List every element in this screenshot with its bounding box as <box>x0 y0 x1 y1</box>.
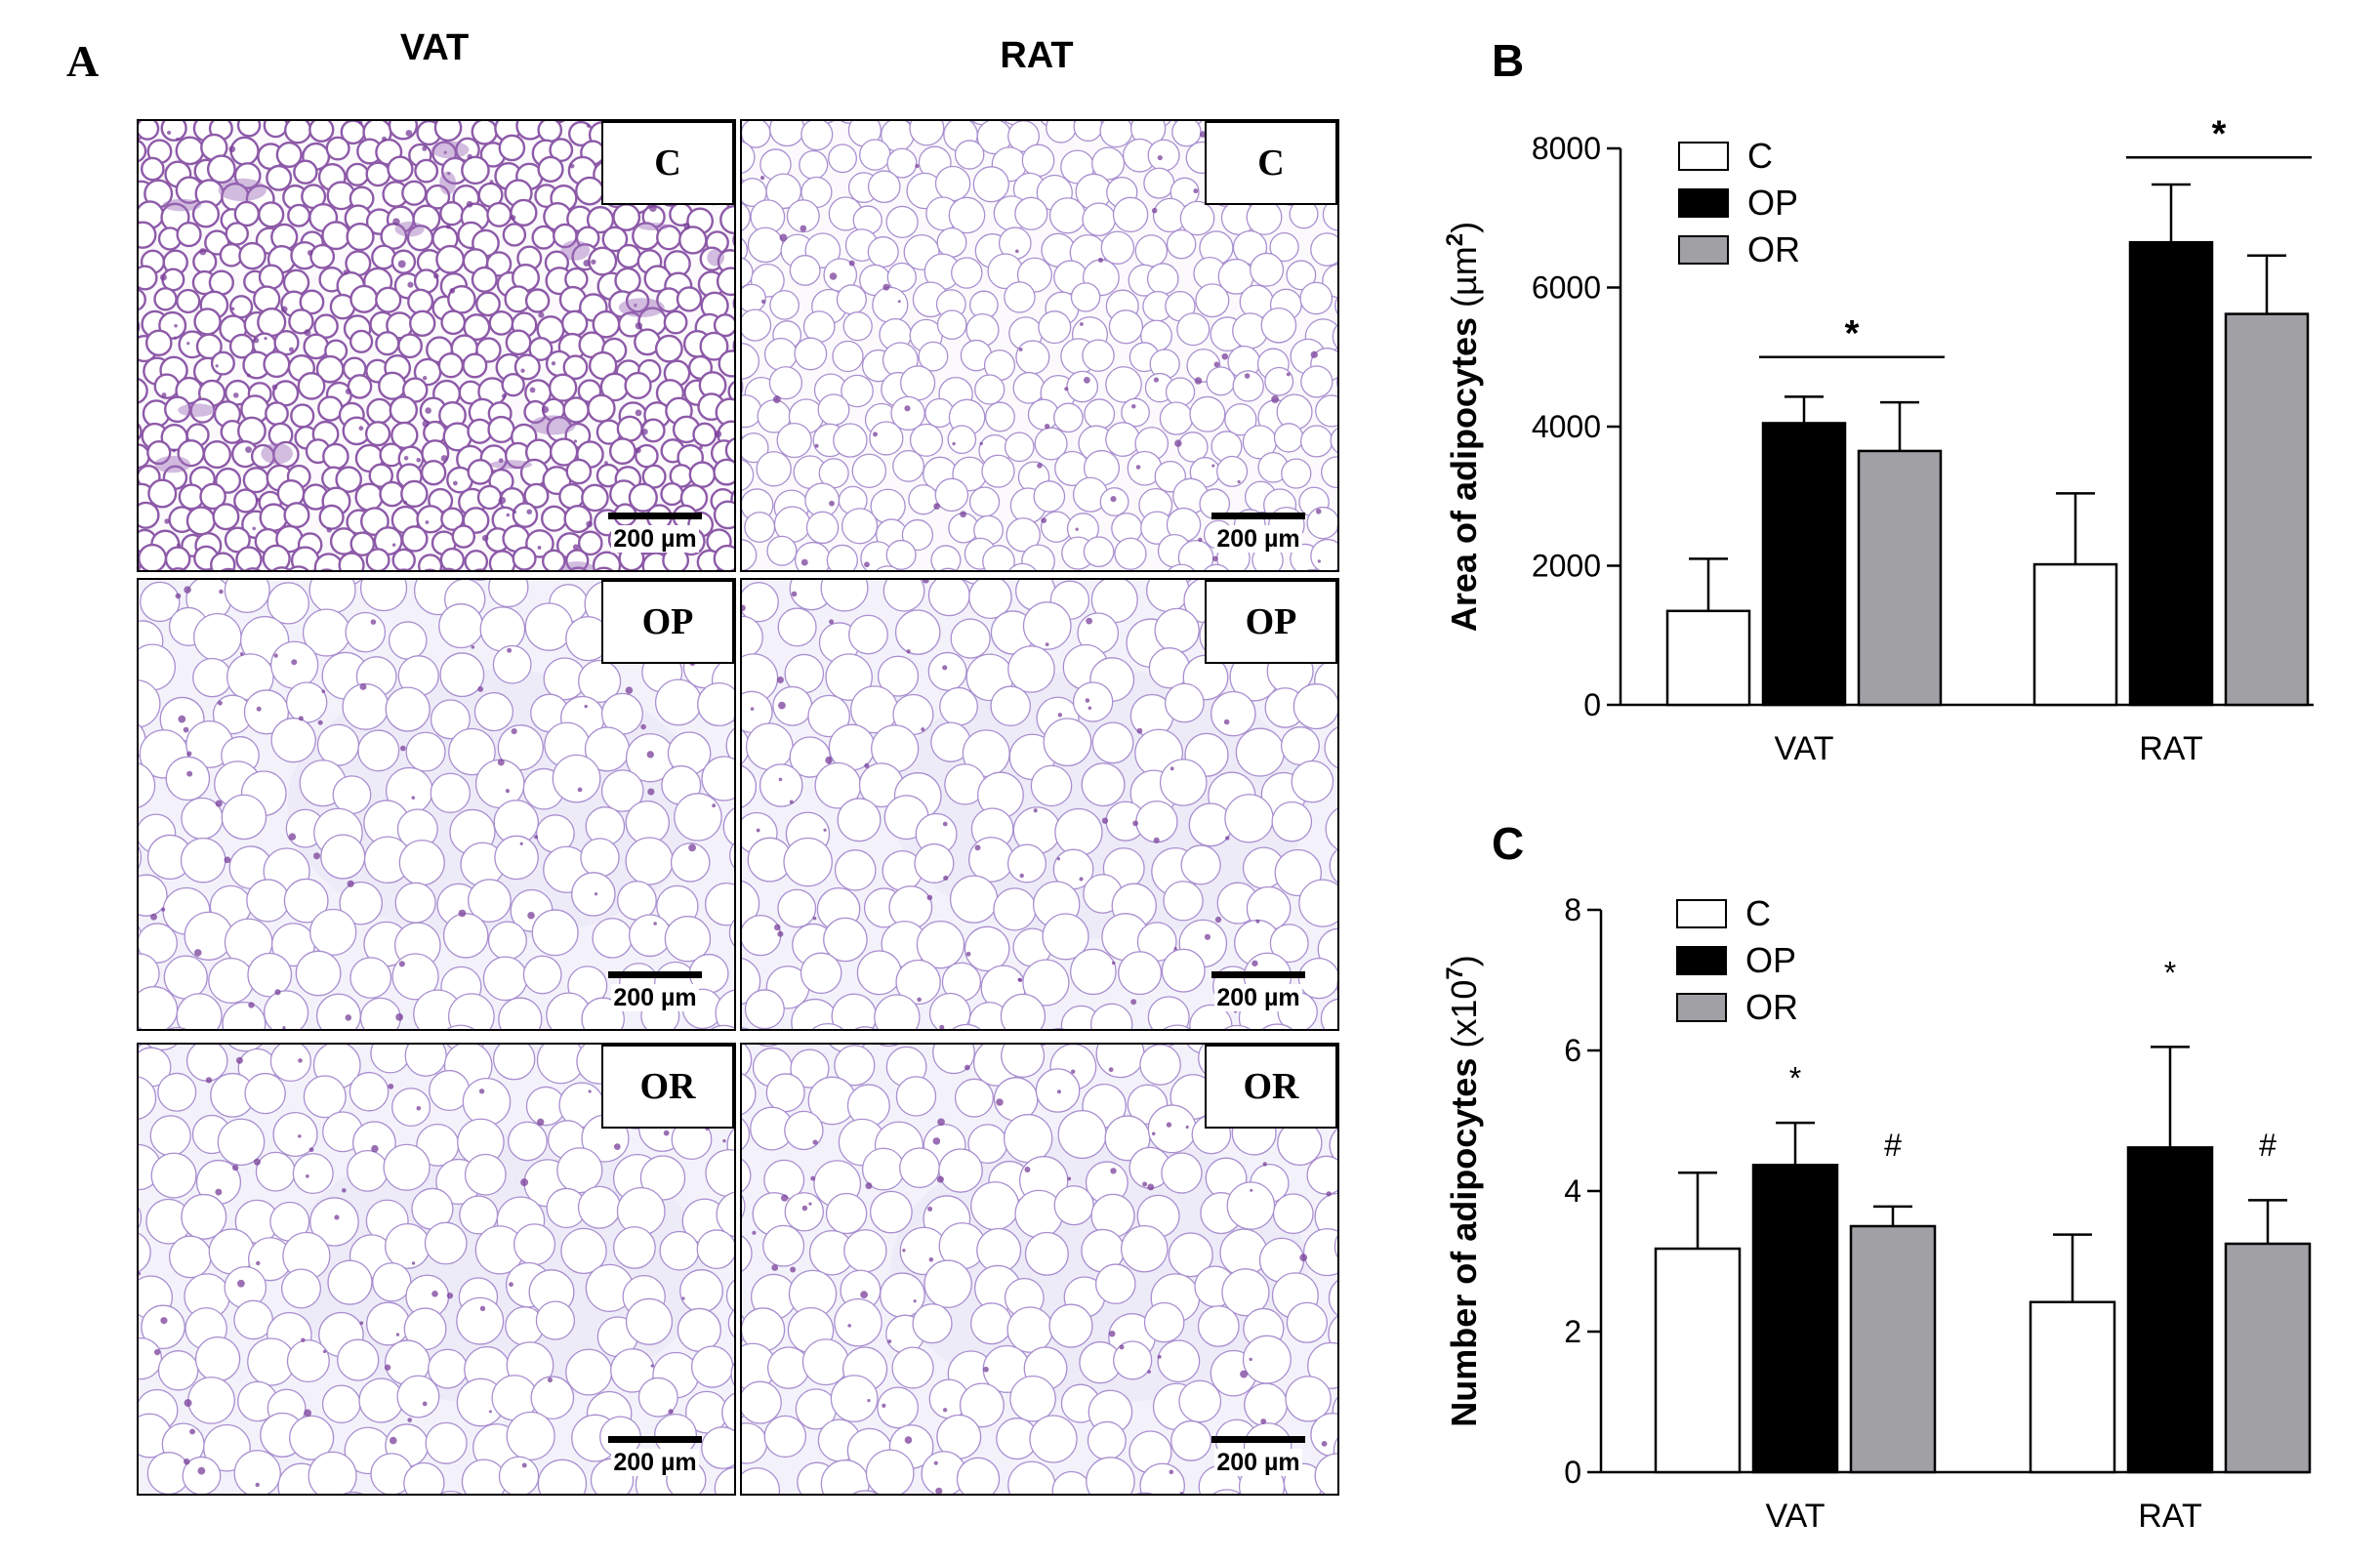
column-title-rat: RAT <box>1000 35 1074 76</box>
y-tick-label: 2000 <box>1532 549 1601 584</box>
chart-area-of-adipocytes: B Area of adipocytes (µm2) 0 2000 4000 6000 80… <box>1442 35 2314 767</box>
scale-bar: 200 µm <box>1207 971 1310 1011</box>
panel-a-letter: A <box>66 36 100 86</box>
scale-bar-label: 200 µm <box>1214 1449 1302 1476</box>
bar-vat-or <box>1849 1224 1937 1474</box>
micrograph-vat-or: OR 200 µm <box>137 1043 736 1496</box>
significance-marker: * <box>1789 1061 1801 1096</box>
scale-bar: 200 µm <box>603 513 707 553</box>
micrograph-rat-c: C 200 µm <box>740 119 1339 572</box>
legend-label-or: OR <box>1745 987 1798 1027</box>
micrograph-vat-c: C 200 µm <box>137 119 736 572</box>
significance-marker: * <box>1845 313 1860 354</box>
legend-swatch-op <box>1678 188 1729 218</box>
x-category-label: VAT <box>1774 730 1833 767</box>
scale-bar: 200 µm <box>1207 1436 1310 1476</box>
micrograph-group-label: C <box>1205 121 1337 205</box>
scale-bar-line <box>608 971 702 978</box>
bar-vat-c <box>1654 1247 1742 1474</box>
x-category-label: RAT <box>2139 730 2202 767</box>
bar-rat-op <box>2126 1146 2214 1474</box>
y-tick-label: 0 <box>1564 1455 1581 1490</box>
scale-bar-line <box>608 513 702 519</box>
scale-bar-label: 200 µm <box>611 525 699 553</box>
legend-label-c: C <box>1745 893 1771 933</box>
scale-bar: 200 µm <box>1207 513 1310 553</box>
bar-rat-or <box>2224 1242 2312 1474</box>
legend-label-op: OP <box>1747 183 1798 223</box>
x-category-label: VAT <box>1765 1498 1825 1535</box>
micrograph-vat-op: OP 200 µm <box>137 578 736 1031</box>
tissue-image <box>139 1045 734 1494</box>
significance-marker: * <box>2212 113 2227 154</box>
bar-rat-c <box>2029 1300 2116 1474</box>
scale-bar-line <box>1211 971 1305 978</box>
legend-swatch-or <box>1678 235 1729 265</box>
significance-marker: * <box>2164 956 2176 991</box>
panel-letter-c: C <box>1492 818 1524 869</box>
panel-letter-b: B <box>1492 35 1524 86</box>
scale-bar-line <box>1211 1436 1305 1443</box>
x-category-label: RAT <box>2138 1498 2201 1535</box>
y-axis-label: Area of adipocytes (µm2) <box>1442 222 1484 632</box>
y-tick-label: 6 <box>1564 1033 1581 1068</box>
bar-vat-or <box>1857 449 1943 707</box>
y-tick-label: 4 <box>1564 1173 1581 1209</box>
bar-vat-c <box>1665 609 1751 707</box>
column-title-vat: VAT <box>399 27 470 68</box>
legend-label-c: C <box>1747 136 1773 176</box>
micrograph-rat-op: OP 200 µm <box>740 578 1339 1031</box>
significance-marker: # <box>1884 1128 1902 1163</box>
legend-swatch-c <box>1678 142 1729 171</box>
micrograph-group-label: OP <box>601 580 734 664</box>
scale-bar-label: 200 µm <box>611 1449 699 1476</box>
scale-bar: 200 µm <box>603 1436 707 1476</box>
scale-bar: 200 µm <box>603 971 707 1011</box>
micrograph-rat-or: OR 200 µm <box>740 1043 1339 1496</box>
y-tick-label: 8000 <box>1532 131 1601 166</box>
legend-label-or: OR <box>1747 229 1800 269</box>
y-axis-label: Number of adipocytes (x107) <box>1442 955 1484 1426</box>
scale-bar-line <box>608 1436 702 1443</box>
y-tick-label: 2 <box>1564 1314 1581 1349</box>
micrograph-group-label: OR <box>1205 1045 1337 1129</box>
legend-swatch-or <box>1676 993 1727 1022</box>
y-tick-label: 4000 <box>1532 409 1601 444</box>
scale-bar-label: 200 µm <box>1214 525 1302 553</box>
scale-bar-label: 200 µm <box>611 984 699 1011</box>
scale-bar-label: 200 µm <box>1214 984 1302 1011</box>
y-tick-label: 6000 <box>1532 270 1601 306</box>
y-tick-label: 0 <box>1583 687 1601 722</box>
bar-rat-c <box>2032 562 2118 707</box>
legend-swatch-op <box>1676 946 1727 975</box>
bar-vat-op <box>1761 422 1847 707</box>
y-tick-label: 8 <box>1564 892 1581 927</box>
bar-vat-op <box>1751 1164 1839 1474</box>
tissue-image <box>139 121 734 570</box>
micrograph-group-label: OP <box>1205 580 1337 664</box>
scale-bar-line <box>1211 513 1305 519</box>
bar-rat-op <box>2128 240 2214 707</box>
bar-rat-or <box>2224 312 2310 707</box>
micrograph-group-label: C <box>601 121 734 205</box>
chart-number-of-adipocytes: C Number of adipocytes (x107) 0 2 4 6 8 VAT RAT *… <box>1442 818 2312 1535</box>
significance-marker: # <box>2259 1128 2277 1163</box>
legend-swatch-c <box>1676 899 1727 928</box>
micrograph-group-label: OR <box>601 1045 734 1129</box>
legend-label-op: OP <box>1745 940 1796 980</box>
